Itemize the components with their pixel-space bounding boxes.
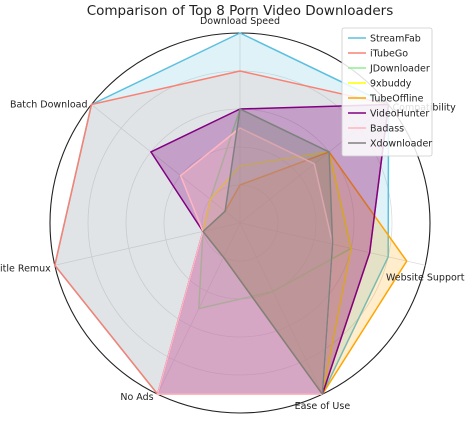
legend-entry: Xdownloader	[370, 139, 432, 150]
legend-entry: VideoHunter	[370, 109, 429, 120]
series-polygon-badass	[156, 127, 334, 395]
axis-label: No Ads	[120, 392, 153, 403]
legend-entry: JDownloader	[369, 64, 430, 75]
legend-frame	[341, 27, 433, 157]
legend-entry: Badass	[370, 124, 404, 135]
legend-entry: TubeOffline	[369, 94, 424, 105]
axis-label: Download Speed	[200, 16, 280, 27]
series-polygon-xdownloader	[202, 108, 334, 395]
legend: StreamFab iTubeGo JDownloader 9xbuddy TubeOf…	[341, 27, 433, 157]
chart-title: Comparison of Top 8 Porn Video Downloade…	[87, 3, 394, 19]
legend-entry: iTubeGo	[370, 49, 408, 60]
legend-entry: StreamFab	[370, 34, 421, 45]
axis-label: Website Support	[386, 272, 465, 283]
axis-label: Batch Download	[10, 100, 88, 111]
axis-label: Ease of Use	[295, 401, 351, 412]
spoke-line	[91, 104, 241, 224]
axis-label: Subtitle Remux	[0, 263, 51, 274]
legend-entry: 9xbuddy	[370, 79, 412, 90]
radar-series	[54, 32, 408, 395]
spoke-line	[239, 222, 323, 395]
spoke-line	[54, 222, 241, 266]
